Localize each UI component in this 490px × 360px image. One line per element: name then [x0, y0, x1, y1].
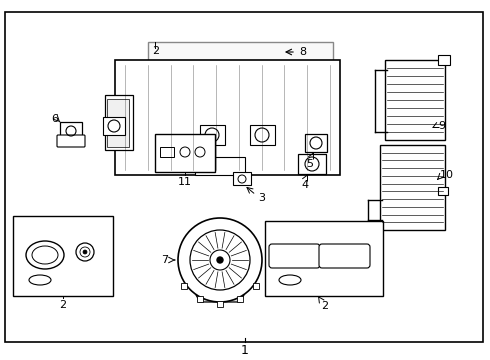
Bar — [197, 296, 203, 302]
Bar — [160, 147, 174, 157]
Text: 10: 10 — [440, 170, 454, 180]
FancyBboxPatch shape — [191, 104, 239, 116]
Text: 8: 8 — [299, 47, 306, 57]
Text: 3: 3 — [258, 193, 265, 203]
Bar — [185, 74, 197, 82]
Bar — [181, 283, 187, 289]
Text: 2: 2 — [59, 300, 67, 310]
Bar — [305, 134, 327, 152]
Bar — [195, 157, 245, 175]
Bar — [105, 95, 133, 150]
Bar — [115, 60, 340, 175]
Bar — [438, 55, 450, 65]
Bar — [200, 125, 225, 145]
Bar — [60, 122, 82, 138]
Text: 11: 11 — [178, 177, 192, 187]
Bar — [107, 99, 129, 147]
Bar — [217, 301, 223, 307]
Circle shape — [217, 257, 223, 263]
Text: 5: 5 — [307, 159, 314, 169]
Bar — [253, 283, 259, 289]
FancyBboxPatch shape — [198, 70, 257, 89]
Text: 7: 7 — [161, 255, 168, 265]
Text: 9: 9 — [438, 121, 445, 131]
FancyBboxPatch shape — [153, 104, 187, 116]
Circle shape — [178, 218, 262, 302]
Bar — [103, 117, 125, 135]
FancyBboxPatch shape — [151, 92, 171, 103]
Polygon shape — [180, 45, 285, 60]
FancyBboxPatch shape — [156, 73, 181, 86]
Bar — [237, 296, 243, 302]
Text: 4: 4 — [301, 180, 309, 190]
Text: 2: 2 — [152, 46, 159, 56]
Bar — [155, 134, 215, 172]
Text: 2: 2 — [321, 301, 329, 311]
Polygon shape — [257, 99, 325, 112]
Bar — [438, 187, 448, 195]
Bar — [380, 145, 445, 230]
Bar — [265, 221, 383, 296]
Bar — [298, 154, 326, 174]
Text: 6: 6 — [51, 114, 58, 124]
Bar — [148, 42, 333, 117]
Polygon shape — [196, 295, 244, 302]
FancyBboxPatch shape — [319, 244, 370, 268]
Circle shape — [83, 250, 87, 254]
FancyBboxPatch shape — [57, 135, 85, 147]
Bar — [13, 216, 113, 296]
FancyBboxPatch shape — [269, 244, 320, 268]
Bar — [233, 172, 251, 185]
Text: 1: 1 — [241, 343, 249, 356]
Bar — [250, 125, 275, 145]
Bar — [385, 60, 445, 140]
